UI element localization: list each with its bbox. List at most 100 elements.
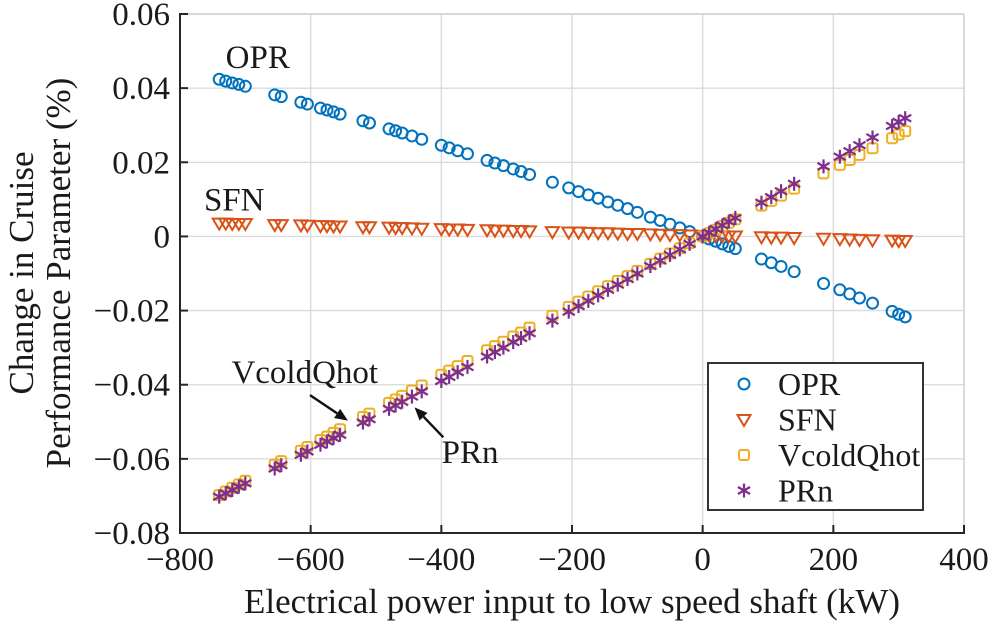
data-point-marker: [630, 266, 644, 281]
circle-marker-icon: [415, 132, 429, 146]
y-tick-label: 0.06: [112, 0, 170, 33]
data-point-marker: [361, 221, 378, 236]
legend-item-OPR: OPR: [737, 366, 841, 402]
data-point-marker: [851, 233, 868, 248]
asterisk-marker-icon: [898, 113, 912, 123]
data-point-marker: [885, 304, 899, 318]
data-point-marker: [727, 230, 744, 245]
triangle-down-marker-icon: [599, 227, 617, 242]
data-point-marker: [892, 128, 905, 141]
asterisk-marker-icon: [737, 486, 751, 495]
data-point-marker: [642, 228, 659, 243]
data-point-marker: [300, 444, 315, 459]
triangle-down-marker-icon: [393, 222, 411, 236]
data-point-marker: [237, 217, 254, 232]
triangle-down-marker-icon: [403, 222, 421, 237]
data-point-marker: [356, 114, 370, 128]
circle-marker-icon: [212, 72, 226, 86]
series-SFN: [210, 217, 914, 249]
data-point-marker: [728, 242, 742, 256]
data-point-marker: [415, 132, 429, 146]
data-point-marker: [630, 205, 644, 219]
annotation-prn: PRn: [442, 435, 499, 471]
data-point-marker: [403, 222, 421, 237]
tick-layer: −800 −600 −400 −200 0 200 400 0.06 0.04 0.02 0 −0.0…: [94, 0, 989, 578]
y-tick-label: 0.02: [112, 145, 170, 181]
x-tick-label: 200: [809, 542, 859, 578]
triangle-down-marker-icon: [629, 227, 646, 242]
data-point-marker: [599, 227, 617, 242]
triangle-down-marker-icon: [727, 230, 744, 245]
data-point-marker: [523, 168, 537, 182]
data-point-marker: [831, 233, 849, 248]
data-point-marker: [389, 124, 403, 138]
circle-marker-icon: [389, 124, 403, 138]
circle-marker-icon: [238, 79, 252, 93]
triangle-down-marker-icon: [570, 226, 587, 241]
data-point-marker: [737, 483, 751, 498]
data-point-marker: [362, 116, 376, 130]
x-tick-label: 400: [939, 542, 989, 578]
circle-marker-icon: [523, 168, 537, 182]
data-point-marker: [737, 377, 751, 391]
data-point-marker: [763, 231, 780, 246]
data-point-marker: [449, 223, 466, 238]
asterisk-marker-icon: [460, 362, 475, 372]
data-point-marker: [300, 97, 314, 111]
triangle-down-marker-icon: [495, 224, 512, 239]
triangle-down-marker-icon: [440, 223, 458, 238]
annotation-layer: OPR SFN VcoldQhot PRn: [204, 40, 499, 471]
data-point-marker: [735, 414, 753, 428]
triangle-down-marker-icon: [753, 231, 770, 246]
data-point-marker: [865, 130, 880, 145]
triangle-down-marker-icon: [361, 221, 378, 236]
triangle-down-marker-icon: [864, 234, 881, 249]
data-point-marker: [580, 226, 597, 241]
x-tick-label: 0: [694, 542, 711, 578]
data-point-marker: [898, 310, 912, 324]
asterisk-marker-icon: [728, 213, 742, 223]
circle-marker-icon: [232, 77, 246, 91]
triangle-down-marker-icon: [642, 228, 659, 243]
data-point-marker: [273, 219, 290, 234]
annotation-arrow-head-icon: [334, 408, 348, 421]
data-point-marker: [619, 227, 636, 242]
y-axis-label-line2: Performance Parameter (%): [39, 78, 78, 469]
circle-marker-icon: [866, 296, 880, 310]
data-point-marker: [274, 90, 288, 104]
triangle-down-marker-icon: [413, 222, 430, 237]
triangle-down-marker-icon: [580, 226, 597, 241]
data-point-marker: [393, 222, 411, 236]
circle-marker-icon: [300, 97, 314, 111]
data-point-marker: [896, 235, 914, 249]
data-point-marker: [774, 184, 788, 199]
data-point-marker: [589, 227, 607, 242]
circle-marker-icon: [514, 165, 528, 179]
data-point-marker: [661, 229, 679, 244]
legend-item-PRn: PRn: [737, 473, 833, 509]
circle-marker-icon: [327, 105, 341, 119]
circle-marker-icon: [545, 175, 559, 189]
data-point-marker: [313, 101, 327, 115]
legend-item-VcoldQhot: VcoldQhot: [738, 437, 920, 473]
asterisk-marker-icon: [816, 161, 831, 171]
circle-marker-icon: [268, 88, 282, 102]
asterisk-marker-icon: [238, 478, 252, 488]
square-marker-icon: [738, 449, 750, 461]
data-point-marker: [815, 232, 832, 247]
data-point-marker: [671, 229, 689, 244]
asterisk-marker-icon: [787, 179, 801, 189]
data-point-marker: [362, 412, 377, 427]
asterisk-marker-icon: [630, 269, 644, 278]
triangle-down-marker-icon: [763, 231, 780, 246]
triangle-down-marker-icon: [651, 228, 669, 243]
triangle-down-marker-icon: [681, 229, 698, 244]
series-PRn: [212, 111, 912, 504]
triangle-down-marker-icon: [841, 233, 858, 248]
circle-marker-icon: [488, 156, 502, 170]
data-point-marker: [866, 142, 879, 155]
legend-label: SFN: [778, 402, 837, 438]
asterisk-marker-icon: [300, 446, 315, 456]
